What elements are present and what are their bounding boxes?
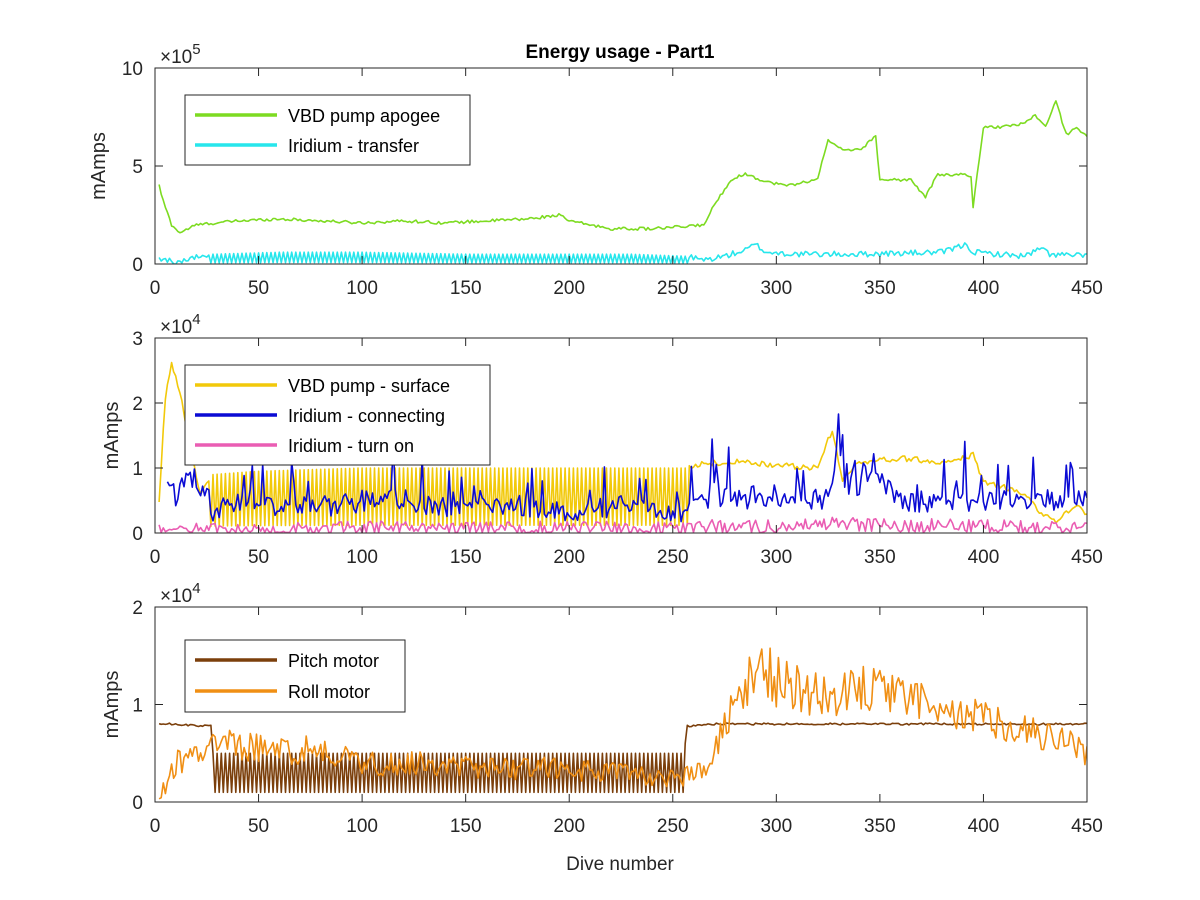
series-line-roll-motor	[158, 647, 1087, 800]
x-tick-label: 450	[1071, 547, 1103, 568]
x-tick-label: 50	[248, 547, 269, 568]
y-exponent-base: ×10	[160, 586, 192, 607]
x-tick-label: 300	[760, 816, 792, 837]
y-exponent-base: ×10	[160, 317, 192, 338]
x-tick-label: 400	[968, 278, 1000, 299]
x-tick-label: 100	[346, 278, 378, 299]
y-tick-label: 2	[132, 394, 143, 415]
x-tick-label: 400	[968, 816, 1000, 837]
y-tick-label: 1	[132, 696, 143, 717]
series-line-pitch-motor	[158, 722, 1087, 794]
axes-frame	[154, 337, 1088, 534]
series-line-iridium-turn-on	[158, 516, 1087, 533]
subplot-panels: 0 50 100 150 200 250 300 350 400 4500510×105mAmps…	[88, 41, 1103, 837]
legend-label-vbd-pump-surface: VBD pump - surface	[288, 376, 450, 396]
legend-label-pitch-motor: Pitch motor	[288, 651, 379, 671]
y-tick-label: 10	[122, 59, 143, 80]
legend-label-iridium-connecting: Iridium - connecting	[288, 406, 445, 426]
x-tick-label: 350	[864, 547, 896, 568]
x-tick-label: 150	[450, 547, 482, 568]
x-tick-label: 450	[1071, 816, 1103, 837]
y-exponent-label: ×104	[160, 580, 201, 607]
legend-box	[184, 94, 471, 166]
x-tick-label: 250	[657, 278, 689, 299]
legend-label-roll-motor: Roll motor	[288, 682, 370, 702]
y-exponent-base: ×10	[160, 47, 192, 68]
x-tick-label: 150	[450, 278, 482, 299]
legend: Pitch motor Roll motor	[184, 639, 406, 713]
x-tick-label: 0	[150, 547, 161, 568]
legend-label-iridium-turn-on: Iridium - turn on	[288, 436, 414, 456]
y-exponent-label: ×104	[160, 311, 201, 338]
x-tick-label: 250	[657, 816, 689, 837]
x-tick-label: 150	[450, 816, 482, 837]
series-group	[158, 100, 1087, 264]
x-tick-label: 300	[760, 278, 792, 299]
x-tick-label: 50	[248, 278, 269, 299]
y-tick-label: 3	[132, 329, 143, 350]
x-tick-label: 0	[150, 816, 161, 837]
y-tick-label: 0	[132, 793, 143, 814]
x-tick-label: 250	[657, 547, 689, 568]
series-line-iridium-connecting	[166, 413, 1087, 523]
y-exponent-power: 5	[192, 41, 200, 58]
y-tick-label: 1	[132, 459, 143, 480]
subplot-1: 0 50 100 150 200 250 300 350 400 4500510×105mAmps…	[88, 41, 1103, 299]
y-axis-label: mAmps	[88, 132, 110, 200]
y-tick-label: 2	[132, 598, 143, 619]
x-tick-label: 200	[553, 278, 585, 299]
y-exponent-power: 4	[192, 311, 200, 328]
y-axis-label: mAmps	[101, 671, 123, 739]
x-axis-label: Dive number	[566, 854, 674, 875]
subplot-2: 0 50 100 150 200 250 300 350 400 450 0 1 2 3 ×104 mAmps…	[101, 311, 1103, 568]
x-tick-label: 100	[346, 816, 378, 837]
x-tick-label: 450	[1071, 278, 1103, 299]
series-line-vbd-pump-apogee	[158, 100, 1087, 234]
legend-label-vbd-pump-apogee: VBD pump apogee	[288, 106, 440, 126]
legend-box	[184, 639, 406, 713]
subplot-3: 0 50 100 150 200 250 300 350 400 450 0 1 2 ×104 mAmps P…	[101, 580, 1103, 837]
y-exponent-label: ×105	[160, 41, 201, 68]
x-tick-label: 50	[248, 816, 269, 837]
x-tick-label: 100	[346, 547, 378, 568]
legend: VBD pump - surface Iridium - connecting Ir…	[184, 364, 491, 466]
x-tick-label: 300	[760, 547, 792, 568]
x-tick-label: 200	[553, 816, 585, 837]
x-tick-label: 0	[150, 278, 161, 299]
series-line-iridium-transfer	[158, 242, 1087, 264]
series-group	[158, 647, 1087, 800]
legend: VBD pump apogee Iridium - transfer	[184, 94, 471, 166]
x-tick-label: 350	[864, 278, 896, 299]
y-exponent-power: 4	[192, 580, 200, 597]
figure-title: Energy usage - Part1	[525, 42, 714, 63]
x-tick-label: 350	[864, 816, 896, 837]
x-tick-label: 400	[968, 547, 1000, 568]
y-tick-label: 5	[132, 157, 143, 178]
y-tick-label: 0	[132, 524, 143, 545]
y-axis-label: mAmps	[101, 402, 123, 470]
series-group	[158, 361, 1087, 533]
legend-label-iridium-transfer: Iridium - transfer	[288, 136, 419, 156]
y-tick-label: 0	[132, 255, 143, 276]
x-tick-label: 200	[553, 547, 585, 568]
